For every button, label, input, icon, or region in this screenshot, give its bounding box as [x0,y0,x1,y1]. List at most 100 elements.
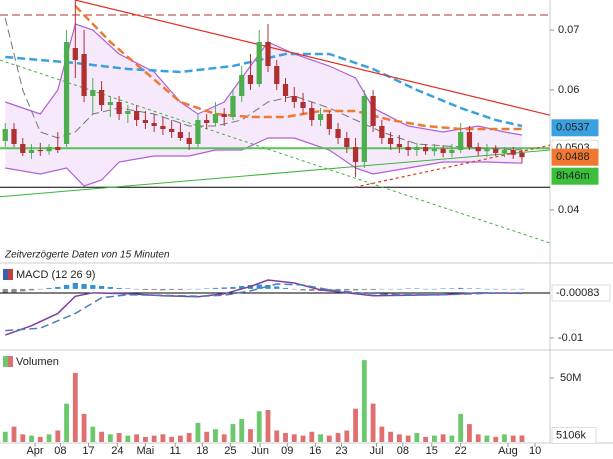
current-volume-box [551,426,597,444]
candle-body [212,114,219,123]
overlay-line [74,0,550,116]
volume-bar [151,435,157,442]
band-lower [5,137,522,187]
volume-bar [440,434,446,442]
macd-histogram-bar [493,288,499,290]
labels: 0.040.060.070.05370.05030.04888h46m-0.01… [2,24,611,457]
macd-histogram-bar [107,286,113,289]
volume-bar [300,435,306,442]
macd-plot [0,279,550,336]
volume-bar [423,436,429,442]
volume-bar [502,434,507,442]
y-tick-label: 50M [560,372,581,384]
macd-histogram-bar [230,286,236,289]
volume-bar [2,431,8,442]
countdown-box [551,167,599,185]
x-tick-label: 08 [54,445,66,457]
y-tick-label: 0.06 [558,84,579,96]
x-tick-label: 08 [397,445,409,457]
volume-bar [186,433,192,442]
volume-bar [519,435,525,442]
volume-bar [64,403,69,442]
macd-histogram-bar [186,288,192,290]
macd-histogram-bar [98,285,105,289]
x-tick-label: 11 [169,445,180,457]
volume-icon [3,356,8,367]
volume-bar [370,403,376,442]
x-tick-label: 15 [426,445,438,457]
candle-body [256,42,262,84]
volume-bar [326,435,332,442]
volume-bar [169,436,175,442]
macd-histogram-bar [458,287,464,289]
macd-histogram-bar [519,288,525,290]
macd-histogram-bar [221,287,227,289]
macd-histogram-bar [177,288,184,290]
candle-body [125,111,131,114]
x-tick-label: Apr [26,445,43,457]
candle-body [501,150,508,153]
candle-body [46,147,52,152]
macd-histogram-bar [309,288,315,291]
volume-bar [195,422,201,442]
macd-histogram-bar [256,284,262,289]
candle-body [282,84,289,96]
macd-histogram-bar [125,288,131,289]
macd-histogram-bar [169,288,175,290]
macd-histogram-bar [81,283,87,289]
candle-body [37,150,43,152]
candle-body [493,148,499,153]
x-tick-label: Jul [370,445,384,457]
volume-bar [414,433,420,442]
candle-body [265,42,271,66]
volume-bar [178,435,183,442]
volume-bar [335,433,341,442]
macd-histogram-bar [423,288,429,290]
macd-histogram-bar [484,288,490,290]
candle-body [107,102,113,105]
candle-body [186,138,192,144]
candle-body [55,147,61,150]
volume-bar [458,413,464,442]
candle-body [151,123,157,126]
candle-body [20,144,26,153]
y-tick-label: 0.07 [558,24,579,36]
macd-histogram-bar [379,288,385,290]
x-tick-label: 18 [196,445,208,457]
volume-bar [493,436,499,442]
candle-body [387,138,394,144]
price-label: 0.0488 [556,151,590,163]
x-tick-label: Aug [498,445,518,457]
volume-bar [256,411,262,442]
macd-histogram-bar [151,288,157,290]
volume-bar [142,436,148,442]
volume-bar [55,430,61,442]
volume-bar [239,418,245,442]
macd-histogram-bar [160,288,166,291]
candle-body [335,129,341,138]
macd-histogram-bar [63,284,70,289]
macd-histogram-bar [405,288,411,289]
macd-histogram-bar [204,288,210,289]
macd-histogram-bar [440,288,446,289]
volume-bar [344,430,350,442]
candle-body [431,148,438,152]
candle-body [239,75,245,96]
volume-bar [37,436,43,442]
current-value-box [551,284,611,302]
macd-icon [3,269,8,280]
x-tick-label: Mai [137,445,155,457]
candle-body [160,126,166,129]
macd-histogram-bar [414,288,420,289]
candle-body [317,114,324,120]
volume-bar [99,431,105,442]
x-tick-label: 10 [529,445,541,457]
candle-body [204,120,210,123]
macd-histogram-bar [466,288,473,289]
macd-histogram-bar [282,287,289,289]
macd-histogram-bar [300,288,306,291]
candle-body [11,129,17,144]
volume-bar [213,429,218,442]
volume-bar [116,433,122,442]
x-tick-label: 23 [335,445,347,457]
